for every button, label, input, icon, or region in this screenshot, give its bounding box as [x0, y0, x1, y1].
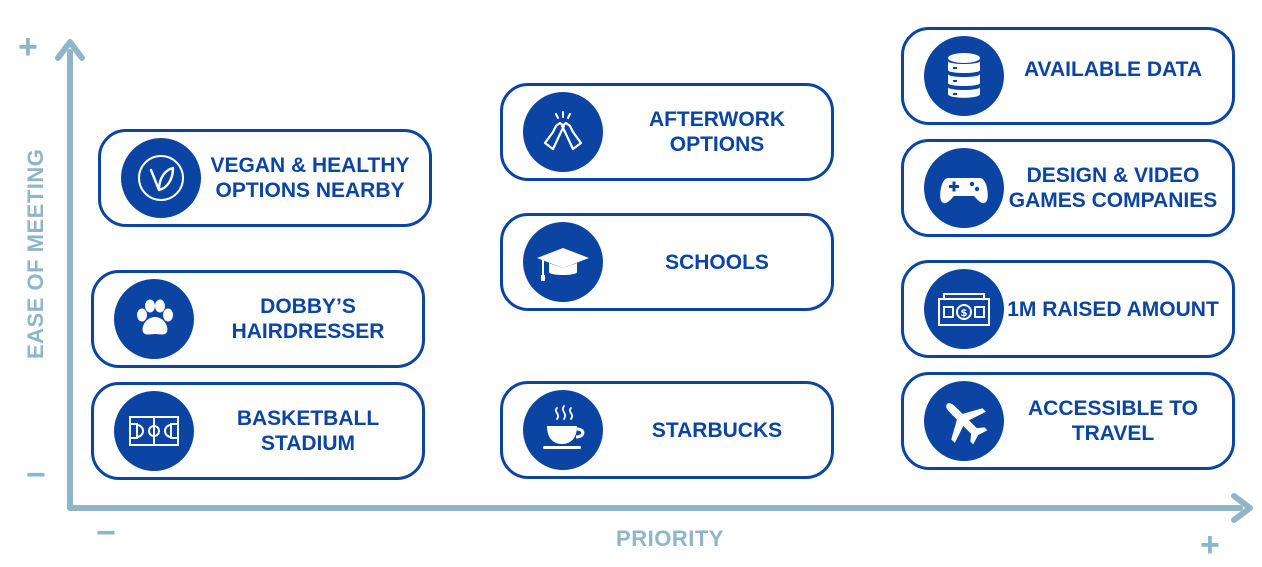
card-afterwork: AFTERWORK OPTIONS: [500, 83, 834, 181]
card-starbucks: STARBUCKS: [500, 381, 834, 479]
card-vegan: VEGAN & HEALTHY OPTIONS NEARBY: [98, 129, 432, 227]
card-data-label: AVAILABLE DATA: [1023, 57, 1203, 81]
card-dobby: DOBBY’S HAIRDRESSER: [91, 270, 425, 368]
x-axis-title: PRIORITY: [616, 526, 724, 551]
card-afterwork-label: AFTERWORK OPTIONS: [648, 108, 786, 156]
card-travel: ACCESSIBLE TO TRAVEL: [901, 372, 1235, 470]
card-games-label: DESIGN & VIDEO GAMES COMPANIES: [1008, 164, 1218, 212]
gamepad-icon: [924, 148, 1004, 228]
y-axis-max-sign: +: [18, 28, 38, 66]
card-basketball-label: BASKETBALL STADIUM: [236, 407, 380, 455]
beer-toast-icon: [523, 92, 603, 172]
svg-text:$: $: [961, 308, 968, 319]
airplane-icon: [924, 381, 1004, 461]
y-axis-min-sign: −: [26, 456, 46, 494]
card-travel-label: ACCESSIBLE TO TRAVEL: [1028, 397, 1198, 445]
card-vegan-label: VEGAN & HEALTHY OPTIONS NEARBY: [210, 154, 410, 202]
card-raised: $ 1M RAISED AMOUNT: [901, 260, 1235, 358]
basketball-court-icon: [114, 391, 194, 471]
card-schools-label: SCHOOLS: [665, 250, 769, 274]
x-axis-max-sign: +: [1200, 526, 1220, 564]
card-games: DESIGN & VIDEO GAMES COMPANIES: [901, 139, 1235, 237]
y-axis-arrow: [55, 39, 85, 61]
leaf-icon: [121, 138, 201, 218]
x-axis-min-sign: −: [96, 514, 116, 552]
coffee-cup-icon: [523, 390, 603, 470]
y-axis-title: EASE OF MEETING: [23, 148, 48, 359]
paw-icon: [114, 279, 194, 359]
card-schools: SCHOOLS: [500, 213, 834, 311]
banknote-icon: $: [924, 269, 1004, 349]
database-icon: [924, 36, 1004, 116]
card-starbucks-label: STARBUCKS: [651, 418, 783, 442]
card-raised-label: 1M RAISED AMOUNT: [1007, 297, 1219, 321]
card-data: AVAILABLE DATA: [901, 27, 1235, 125]
card-basketball: BASKETBALL STADIUM: [91, 382, 425, 480]
graduation-cap-icon: [523, 222, 603, 302]
x-axis-arrow: [1231, 493, 1253, 523]
card-dobby-label: DOBBY’S HAIRDRESSER: [231, 295, 385, 343]
